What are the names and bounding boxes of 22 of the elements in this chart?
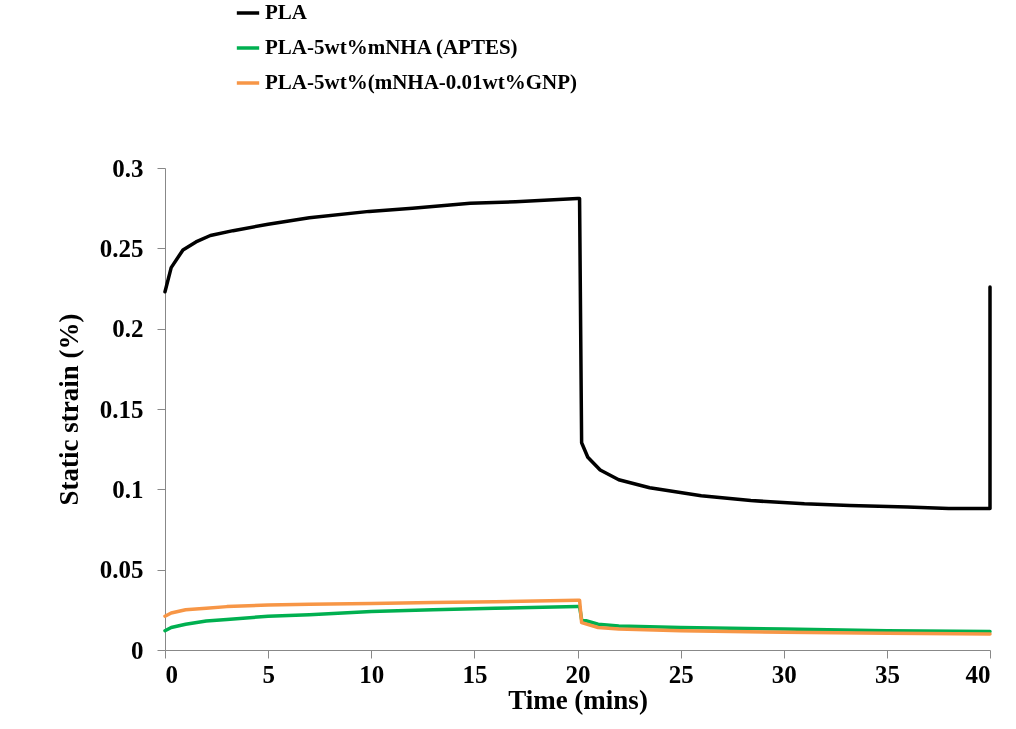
y-tick-label: 0.2 [112,315,144,343]
y-tick-label: 0.3 [112,154,144,182]
x-tick-label: 25 [668,660,694,688]
line-series [163,196,992,511]
x-tick-label: 40 [965,660,991,688]
y-axis-title: Static strain (%) [53,313,84,506]
line-series [163,598,992,636]
x-tick-label: 35 [874,660,900,688]
x-tick-label: 5 [262,660,275,688]
line-series [163,604,992,634]
legend-label: PLA [265,0,308,24]
x-tick-label: 15 [462,660,488,688]
x-tick-label: 30 [771,660,797,688]
legend-label: PLA-5wt%(mNHA-0.01wt%GNP) [265,70,578,94]
y-tick-label: 0.15 [99,395,144,423]
x-tick-label: 0 [165,660,178,688]
legend-label: PLA-5wt%mNHA (APTES) [265,35,518,59]
x-tick-label: 10 [359,660,385,688]
y-tick-label: 0.1 [112,475,144,503]
y-tick-label: 0 [131,636,144,664]
y-tick-label: 0.25 [99,234,144,262]
y-tick-label: 0.05 [99,556,144,584]
